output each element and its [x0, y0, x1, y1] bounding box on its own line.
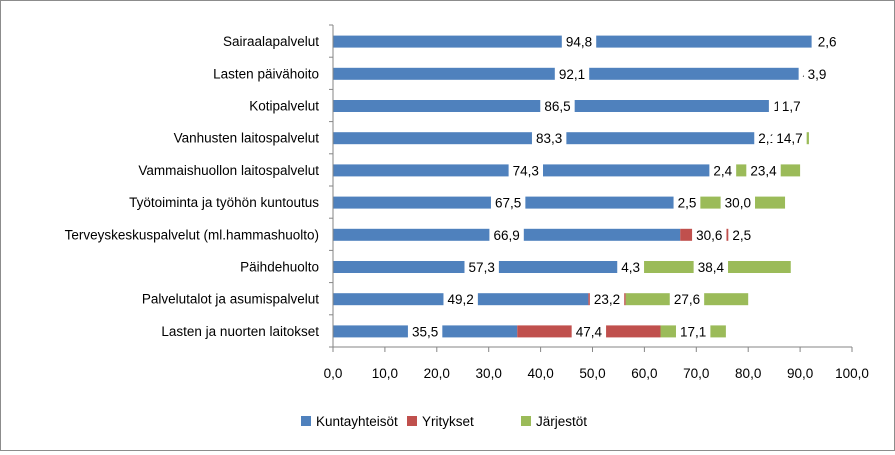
- category-label: Työtoiminta ja työhön kuntoutus: [129, 195, 319, 210]
- category-labels: Sairaalapalvelut Lasten päivähoito Kotipal…: [65, 34, 320, 339]
- data-label: 66,9: [493, 228, 519, 243]
- category-label: Terveyskeskuspalvelut (ml.hammashuolto): [65, 227, 319, 242]
- data-labels: 94,82,62,692,14,13,986,511,81,783,32,114…: [407, 32, 841, 341]
- x-tick-label: 60,0: [631, 366, 657, 381]
- legend-swatch: [521, 416, 531, 426]
- data-label-bg: [669, 290, 705, 309]
- data-label: 23,2: [594, 292, 620, 307]
- data-label: 14,7: [776, 131, 802, 146]
- data-label: 38,4: [698, 260, 725, 275]
- legend-label: Kuntayhteisöt: [316, 414, 398, 429]
- data-label: 94,8: [566, 35, 592, 50]
- x-tick-label: 70,0: [683, 366, 709, 381]
- data-label: 4,3: [621, 260, 640, 275]
- data-label-bg: [589, 290, 625, 309]
- data-label-bg: [692, 225, 727, 244]
- data-label: 27,6: [674, 292, 700, 307]
- category-label: Kotipalvelut: [249, 99, 319, 114]
- data-label-bg: [489, 225, 524, 244]
- category-label: Vammaishuollon laitospalvelut: [138, 163, 319, 178]
- data-label-bg: [571, 322, 607, 341]
- data-label: 2,5: [732, 228, 751, 243]
- legend-swatch: [301, 416, 311, 426]
- data-label: 30,0: [725, 196, 751, 211]
- category-label: Lasten ja nuorten laitokset: [161, 324, 319, 339]
- data-label-bg: [508, 161, 544, 180]
- data-label-bg: [407, 322, 443, 341]
- data-label-bg: [728, 225, 756, 244]
- data-label-bg: [561, 32, 597, 51]
- data-label: 35,5: [412, 324, 438, 339]
- data-label: 23,4: [750, 163, 777, 178]
- data-label: 1,7: [782, 99, 801, 114]
- data-label: 30,6: [696, 228, 722, 243]
- legend: Kuntayhteisöt Yritykset Järjestöt: [301, 414, 587, 429]
- data-label: 47,4: [576, 324, 603, 339]
- x-tick-label: 80,0: [735, 366, 761, 381]
- data-label: 2,5: [678, 196, 697, 211]
- data-label: 17,1: [680, 324, 706, 339]
- data-label: 74,3: [513, 163, 539, 178]
- data-label-bg: [464, 258, 499, 276]
- category-label: Vanhusten laitospalvelut: [174, 131, 320, 146]
- category-label: Päihdehuolto: [240, 260, 319, 275]
- category-label: Palvelutalot ja asumispalvelut: [142, 292, 319, 307]
- data-label-bg: [675, 322, 711, 341]
- x-tick-label: 100,0: [835, 366, 869, 381]
- x-tick-label: 10,0: [372, 366, 398, 381]
- data-label-bg: [813, 32, 841, 51]
- category-label: Sairaalapalvelut: [223, 34, 319, 49]
- data-label: 3,9: [808, 67, 827, 82]
- x-tick-label: 50,0: [579, 366, 605, 381]
- x-tick-label: 90,0: [787, 366, 813, 381]
- data-label: 67,5: [495, 196, 521, 211]
- data-label-bg: [746, 161, 781, 180]
- data-label: 49,2: [448, 292, 474, 307]
- data-label-bg: [803, 64, 831, 83]
- x-tick-label: 20,0: [424, 366, 450, 381]
- data-label-bg: [554, 64, 590, 83]
- data-label-bg: [490, 193, 526, 212]
- legend-label: Järjestöt: [536, 414, 587, 429]
- data-label-bg: [720, 193, 756, 212]
- data-label-bg: [617, 258, 645, 276]
- x-tick-label: 0,0: [324, 366, 343, 381]
- legend-label: Yritykset: [422, 414, 474, 429]
- data-label: 86,5: [544, 99, 570, 114]
- data-label-bg: [693, 258, 729, 276]
- category-label: Lasten päivähoito: [213, 66, 319, 81]
- data-label-bg: [443, 290, 478, 309]
- data-label-bg: [777, 97, 805, 115]
- data-label: 92,1: [559, 67, 585, 82]
- data-label: 57,3: [469, 260, 495, 275]
- data-label-bg: [531, 129, 567, 148]
- data-label: 2,6: [818, 35, 837, 50]
- data-label-bg: [673, 193, 701, 212]
- data-label: 2,4: [713, 163, 732, 178]
- data-label-bg: [772, 129, 807, 148]
- x-tick-label: 40,0: [527, 366, 553, 381]
- legend-swatch: [407, 416, 417, 426]
- x-axis: 0,0 10,0 20,0 30,0 40,0 50,0 60,0 70,0 80,0 90,0 1…: [324, 24, 869, 381]
- data-label: 83,3: [536, 131, 562, 146]
- data-label-bg: [709, 161, 737, 180]
- data-label-bg: [540, 97, 575, 115]
- x-tick-label: 30,0: [476, 366, 502, 381]
